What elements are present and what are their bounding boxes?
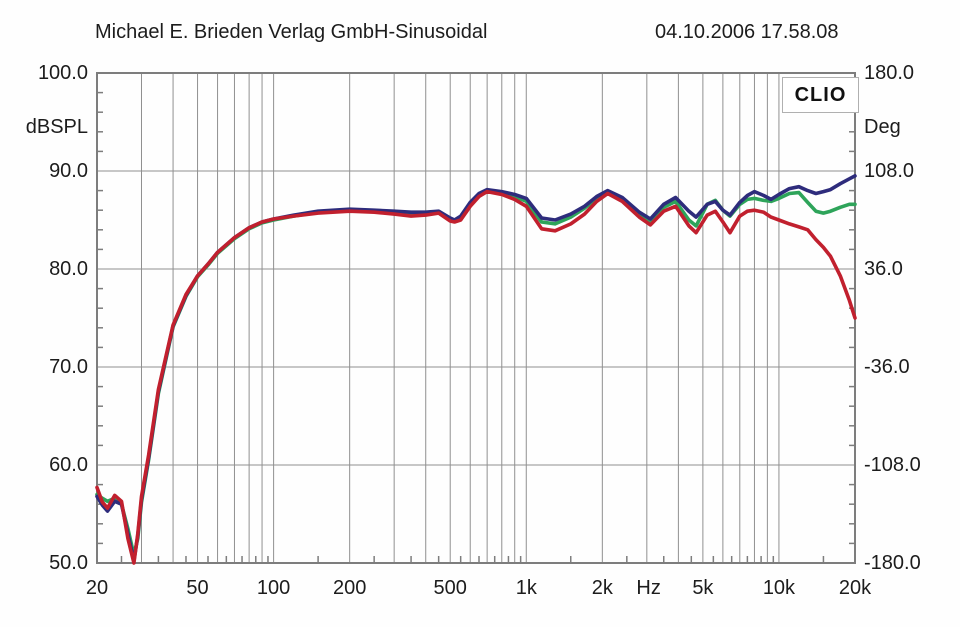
x-axis-tick-label: 20	[85, 577, 109, 599]
chart-title: Michael E. Brieden Verlag GmbH-Sinusoida…	[95, 21, 488, 43]
right-axis-tick-label: 108.0	[864, 160, 915, 182]
right-axis-unit: Deg	[864, 116, 901, 138]
x-axis-tick-label: 50	[186, 577, 209, 599]
left-axis-tick-label: 80.0	[49, 258, 88, 280]
right-axis-tick-label: 36.0	[864, 258, 903, 280]
left-axis-tick-label: 50.0	[49, 552, 88, 574]
right-axis-tick-label: -180.0	[864, 552, 921, 574]
measurement-datetime: 04.10.2006 17.58.08	[655, 21, 839, 43]
x-axis-tick-label: 100	[256, 577, 291, 599]
x-axis-tick-label: 200	[332, 577, 367, 599]
trace-red	[95, 189, 857, 565]
right-axis-tick-label: -36.0	[864, 356, 910, 378]
left-axis-tick-label: 100.0	[37, 62, 88, 84]
x-axis-tick-label: 1k	[515, 577, 537, 599]
left-axis-tick-label: 70.0	[49, 356, 88, 378]
x-axis-tick-label: 5k	[692, 577, 714, 599]
left-axis-unit: dBSPL	[25, 116, 88, 138]
left-axis-tick-label: 90.0	[49, 160, 88, 182]
left-axis-tick-label: 60.0	[49, 454, 88, 476]
x-axis-tick-label: 500	[433, 577, 467, 599]
trace-green	[95, 188, 857, 558]
right-axis-tick-label: 180.0	[864, 62, 915, 84]
x-axis-tick-label: 20k	[838, 577, 872, 599]
clio-logo-text: CLIO	[794, 83, 847, 106]
right-axis-tick-label: -108.0	[864, 454, 921, 476]
plot-border	[96, 72, 856, 564]
x-axis-tick-label: Hz	[636, 577, 661, 599]
x-axis-tick-label: 2k	[591, 577, 613, 599]
clio-logo-badge: CLIO	[782, 77, 859, 113]
trace-blue	[95, 174, 857, 563]
x-axis-tick-label: 10k	[762, 577, 796, 599]
